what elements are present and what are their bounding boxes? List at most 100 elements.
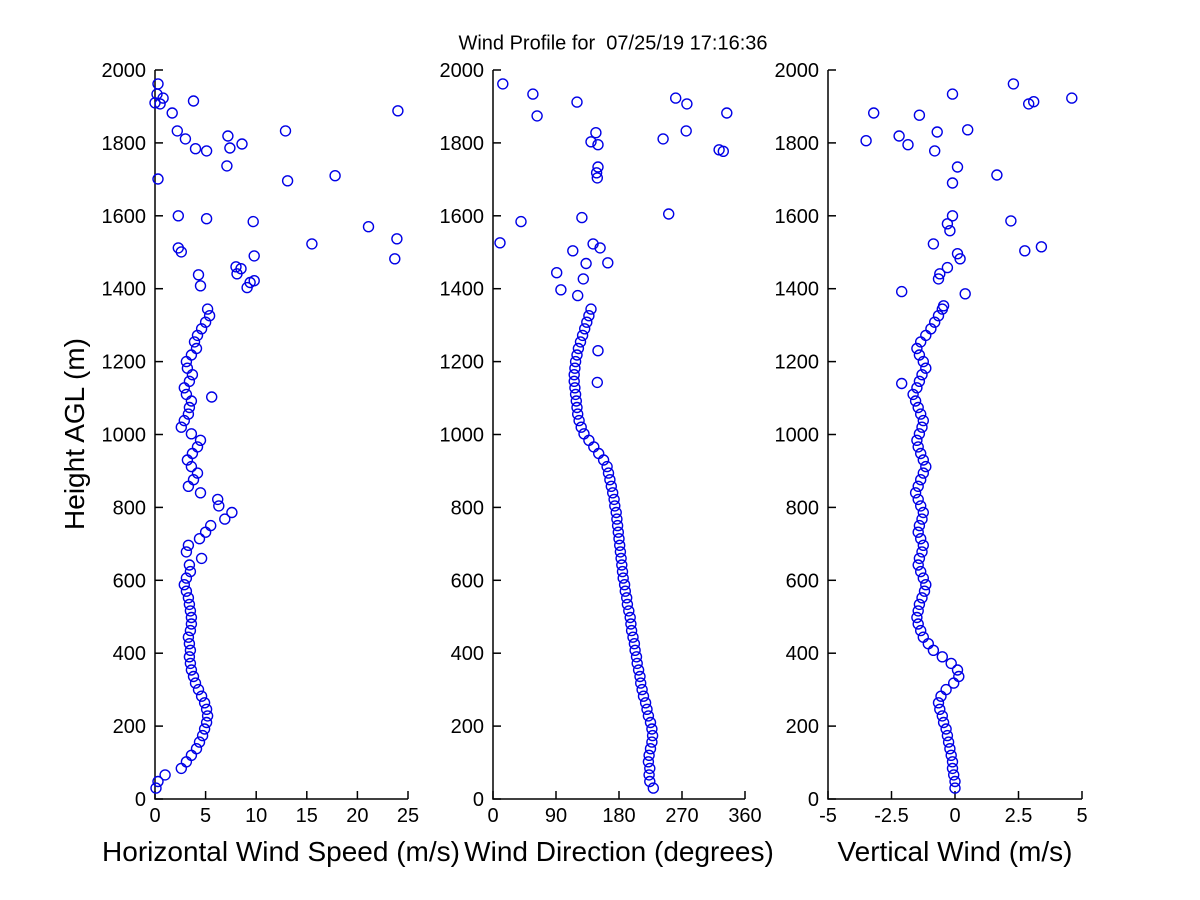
data-point: [617, 572, 629, 584]
data-point: [944, 224, 956, 237]
data-point: [185, 395, 198, 407]
data-point: [1019, 245, 1031, 257]
data-point: [913, 428, 926, 440]
y-tick-label: 800: [451, 497, 484, 519]
x-tick-label: 0: [949, 805, 960, 827]
data-point: [571, 96, 583, 108]
data-point: [913, 519, 926, 532]
data-point: [392, 105, 404, 117]
data-point: [569, 382, 581, 394]
data-point: [184, 605, 197, 617]
data-point: [194, 487, 207, 499]
data-point: [572, 289, 584, 302]
y-tick-label: 1200: [102, 352, 147, 374]
data-point: [591, 172, 603, 184]
x-tick-label: 5: [200, 805, 211, 827]
data-point: [941, 729, 954, 742]
data-point: [180, 546, 193, 558]
data-point: [605, 480, 617, 492]
data-point: [182, 631, 195, 643]
data-point: [190, 743, 203, 755]
y-tick-label: 1200: [440, 352, 485, 374]
data-point: [188, 336, 201, 348]
data-point: [936, 651, 948, 663]
data-point: [175, 246, 188, 258]
data-point: [179, 133, 192, 145]
data-point: [946, 210, 959, 222]
data-point: [329, 169, 341, 182]
data-point: [917, 539, 929, 551]
data-point: [205, 391, 218, 403]
data-point: [948, 769, 960, 781]
data-point: [601, 460, 613, 473]
data-point: [585, 303, 597, 315]
figure-title: Wind Profile for 07/25/19 17:16:36: [458, 32, 768, 55]
x-tick-label: 0: [487, 805, 498, 827]
data-point: [166, 107, 178, 119]
data-point: [915, 408, 927, 420]
data-point: [591, 376, 603, 389]
data-point: [551, 267, 563, 279]
data-point: [279, 125, 292, 137]
data-point: [625, 618, 637, 630]
y-tick-label: 1600: [440, 206, 485, 228]
data-point: [616, 559, 628, 571]
data-point: [624, 611, 636, 624]
data-point: [201, 710, 214, 722]
data-point: [1027, 95, 1040, 108]
y-tick-label: 400: [113, 643, 146, 665]
data-point: [248, 275, 260, 287]
data-point: [920, 460, 932, 473]
data-point: [175, 421, 188, 433]
x-tick-label: 25: [397, 805, 419, 827]
data-point: [944, 743, 956, 755]
data-point: [663, 208, 675, 220]
y-axis-label: Height AGL (m): [59, 338, 90, 530]
data-point: [602, 467, 615, 479]
data-point: [171, 125, 184, 137]
data-point: [915, 624, 927, 637]
data-point: [602, 257, 614, 269]
data-point: [927, 644, 940, 656]
y-tick-label: 2000: [775, 60, 820, 82]
data-point: [194, 280, 207, 292]
data-point: [945, 749, 957, 761]
data-point: [937, 300, 950, 312]
data-point: [913, 109, 926, 121]
y-tick-label: 800: [113, 497, 146, 519]
data-point: [211, 493, 224, 506]
data-point: [583, 434, 595, 446]
data-point: [187, 474, 200, 486]
data-point: [609, 500, 621, 512]
data-point: [917, 414, 929, 427]
y-tick-label: 1000: [102, 425, 147, 447]
data-point: [185, 611, 198, 624]
data-point: [571, 401, 583, 414]
data-point: [916, 592, 928, 604]
data-point: [911, 342, 923, 355]
data-point: [948, 677, 960, 689]
data-point: [593, 447, 605, 460]
data-point: [934, 703, 946, 715]
data-point: [608, 493, 620, 506]
data-point: [1066, 92, 1078, 104]
x-tick-label: 10: [245, 805, 267, 827]
data-point: [909, 487, 922, 499]
data-point: [916, 513, 928, 525]
data-point: [629, 644, 641, 656]
data-point: [183, 375, 196, 387]
data-point: [625, 624, 638, 637]
x-tick-label: 90: [545, 805, 567, 827]
data-point: [925, 323, 937, 335]
y-tick-label: 600: [451, 570, 484, 592]
data-point: [185, 349, 198, 361]
data-point: [946, 177, 959, 189]
data-point: [588, 441, 600, 453]
subplot-1: 0 5 10 15 20 25 0 200 400 600 800 1000 1200 1400 1600 1…: [102, 60, 420, 827]
data-point: [569, 388, 582, 401]
data-point: [189, 142, 202, 155]
data-point: [581, 316, 593, 328]
data-point: [932, 697, 945, 709]
data-point: [248, 250, 260, 262]
data-point: [912, 605, 924, 617]
